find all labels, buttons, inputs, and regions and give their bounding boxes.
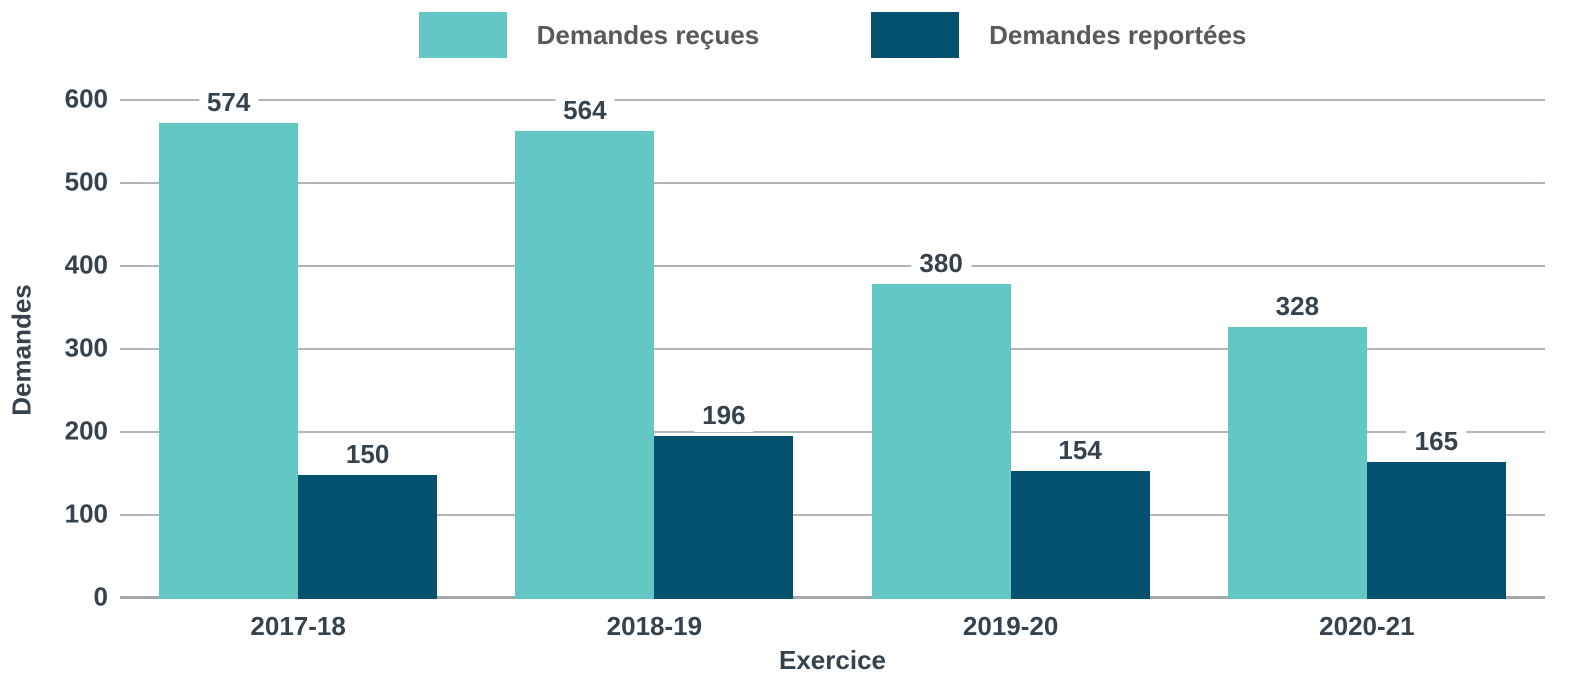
value-label: 196: [694, 399, 754, 433]
y-tick-label-200: 200: [64, 415, 108, 446]
bar-group-2019-20: 380 154 2019-20: [833, 101, 1189, 641]
gridline-y-200: 200: [65, 416, 1545, 446]
bar-group-2018-19: 564 196 2018-19: [476, 93, 832, 641]
x-tick-label-2018-19: 2018-19: [606, 611, 703, 641]
bar-group-2020-21: 328 165 2020-21: [1189, 101, 1545, 641]
legend-label-demandes-recues: Demandes reçues: [536, 19, 760, 50]
x-tick-label-2017-18: 2017-18: [250, 611, 346, 641]
legend-swatch-demandes-reportees: [871, 12, 960, 58]
x-axis-line: 0: [94, 582, 1545, 612]
gridline-y-100: 100: [65, 499, 1545, 529]
legend-swatch-demandes-recues: [418, 12, 507, 58]
bar-demandes-reportées-2018-19: 196: [654, 399, 794, 599]
y-tick-label-0: 0: [93, 581, 108, 612]
y-tick-label-400: 400: [64, 249, 108, 280]
y-axis-title: Demandes: [6, 284, 37, 416]
x-axis-title: Exercice: [779, 645, 886, 675]
gridline-y-300: 300: [65, 333, 1545, 363]
value-label: 165: [1406, 425, 1467, 459]
x-tick-label-2020-21: 2020-21: [1319, 611, 1415, 641]
gridline-y-400: 400: [65, 250, 1545, 280]
legend-item-demandes-reportees: Demandes reportées: [871, 12, 1246, 58]
chart-legend: Demandes reçues Demandes reportées: [120, 12, 1545, 58]
bar-demandes-reportées-2019-20: 154: [1010, 434, 1150, 599]
bar-demandes-reportées-2017-18: 150: [298, 437, 438, 599]
value-label: 150: [337, 437, 398, 471]
value-label: 564: [555, 93, 615, 127]
value-label: 154: [1050, 434, 1110, 468]
bar-group-2017-18: 574 150 2017-18: [120, 85, 476, 641]
gridline-y-600: 600: [65, 84, 1545, 114]
bar-demandes-reçues-2018-19: 564: [515, 93, 655, 599]
y-tick-label-500: 500: [64, 166, 108, 197]
gridline-y-500: 500: [65, 167, 1545, 197]
bar-demandes-reçues-2017-18: 574: [159, 85, 299, 599]
value-label: 574: [198, 85, 259, 119]
bar-demandes-reçues-2020-21: 328: [1227, 289, 1367, 599]
legend-item-demandes-recues: Demandes reçues: [418, 12, 760, 58]
bar-demandes-reçues-2019-20: 380: [871, 246, 1011, 599]
x-tick-label-2019-20: 2019-20: [962, 611, 1059, 641]
value-label: 328: [1267, 289, 1328, 323]
y-tick-label-300: 300: [64, 332, 108, 363]
y-tick-label-100: 100: [64, 498, 108, 529]
y-tick-label-600: 600: [64, 83, 108, 114]
value-label: 380: [911, 246, 971, 280]
plot-area: 0 100 200 300 400 500 600 574 150 2017-18 564 196 20…: [65, 84, 1545, 641]
bar-demandes-reportées-2020-21: 165: [1366, 425, 1506, 599]
legend-label-demandes-reportees: Demandes reportées: [989, 19, 1247, 50]
